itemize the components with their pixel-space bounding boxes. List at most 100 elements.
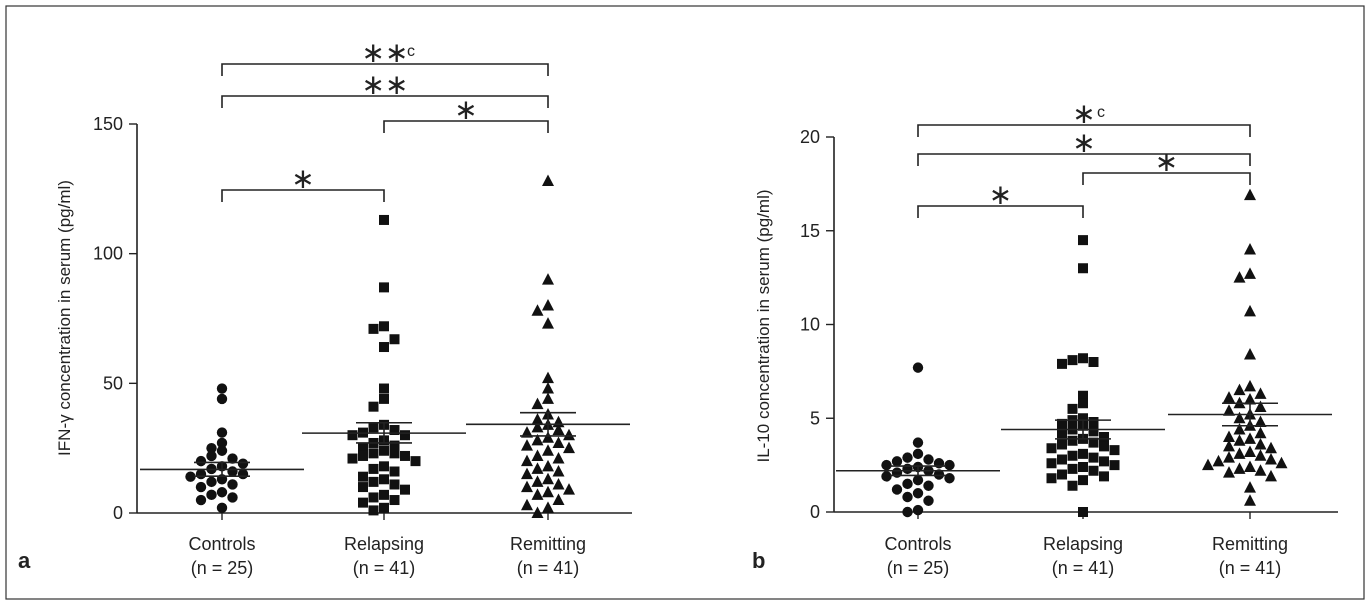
panel-a-cat-2-label: Relapsing xyxy=(344,534,424,554)
figure-border xyxy=(5,5,1365,600)
data-point-square xyxy=(358,450,368,461)
data-point-triangle xyxy=(521,467,533,480)
y-tick-label: 150 xyxy=(93,114,123,134)
data-point-triangle xyxy=(1223,466,1235,478)
data-point-circle xyxy=(237,468,249,480)
data-point-triangle xyxy=(1244,481,1256,493)
data-point-square xyxy=(400,484,410,495)
data-point-square xyxy=(358,443,368,454)
data-point-square xyxy=(1078,398,1088,409)
data-point-square xyxy=(389,440,400,451)
data-point-square xyxy=(368,422,379,433)
data-point-triangle xyxy=(521,439,533,451)
data-point-circle xyxy=(881,471,892,482)
data-point-square xyxy=(1109,460,1120,471)
data-point-triangle xyxy=(1275,456,1288,469)
panel-b-letter: b xyxy=(752,548,765,573)
data-point-triangle xyxy=(1244,304,1256,317)
data-point-circle xyxy=(206,442,217,454)
significance-bracket xyxy=(1082,172,1251,185)
y-tick-label: 10 xyxy=(800,315,820,335)
data-point-triangle xyxy=(1244,267,1256,279)
data-point-triangle xyxy=(1244,494,1256,506)
data-point-triangle xyxy=(542,485,554,498)
data-point-triangle xyxy=(531,488,544,500)
significance-bracket xyxy=(221,63,549,76)
significance-superscript: c xyxy=(1097,104,1105,121)
data-point-triangle xyxy=(1244,348,1256,360)
data-point-circle xyxy=(891,484,903,495)
data-point-circle xyxy=(216,445,228,456)
panel-a-cat-1-label: Controls xyxy=(188,534,255,554)
data-point-triangle xyxy=(1265,441,1277,454)
data-point-triangle xyxy=(542,174,554,187)
data-point-circle xyxy=(227,453,238,464)
data-point-triangle xyxy=(563,441,575,454)
data-point-circle xyxy=(902,478,913,490)
data-point-circle xyxy=(891,456,903,467)
significance-stars: ∗ xyxy=(1072,97,1095,130)
data-point-square xyxy=(410,456,421,467)
data-point-circle xyxy=(902,491,913,503)
data-point-square xyxy=(1067,450,1078,461)
data-point-square xyxy=(1057,428,1067,439)
data-point-square xyxy=(1078,507,1088,517)
data-point-triangle xyxy=(531,506,544,518)
significance-bracket xyxy=(221,189,385,202)
significance-stars: ∗ xyxy=(291,162,314,195)
data-point-triangle xyxy=(542,273,554,285)
data-point-triangle xyxy=(521,480,533,493)
data-point-square xyxy=(368,401,379,412)
data-point-triangle xyxy=(531,304,544,316)
data-point-triangle xyxy=(1233,434,1246,446)
data-point-triangle xyxy=(542,472,554,485)
data-point-triangle xyxy=(531,413,544,425)
data-point-square xyxy=(358,482,368,493)
data-point-triangle xyxy=(531,433,544,446)
data-point-triangle xyxy=(1223,404,1235,416)
data-point-triangle xyxy=(542,431,554,443)
data-point-square xyxy=(379,321,389,332)
y-tick-label: 0 xyxy=(810,502,820,522)
significance-bracket xyxy=(917,205,1084,218)
data-point-triangle xyxy=(542,444,554,456)
data-point-triangle xyxy=(1254,387,1267,399)
data-point-triangle xyxy=(542,299,554,311)
data-point-circle xyxy=(227,466,238,477)
data-point-circle xyxy=(944,473,955,484)
data-point-circle xyxy=(891,467,903,478)
data-point-triangle xyxy=(1244,243,1256,255)
panel-b-cat-3-label: Remitting xyxy=(1212,534,1288,554)
data-point-triangle xyxy=(1223,451,1235,463)
data-point-square xyxy=(1046,473,1057,484)
data-point-circle xyxy=(195,455,207,467)
data-point-circle xyxy=(912,474,924,486)
panel-a-cat-3-n: (n = 41) xyxy=(517,558,580,578)
data-point-triangle xyxy=(552,465,565,477)
panel-b-significance-brackets: ∗∗∗∗ c xyxy=(917,97,1251,218)
data-point-square xyxy=(1057,454,1067,465)
panel-a-mean-sem xyxy=(140,411,630,477)
data-point-square xyxy=(1057,439,1067,450)
data-point-square xyxy=(358,471,368,482)
significance-stars: ∗∗ xyxy=(362,36,409,69)
data-point-circle xyxy=(195,494,207,506)
significance-stars: ∗ xyxy=(454,93,477,126)
panel-b-category-labels: Controls (n = 25) Relapsing (n = 41) Rem… xyxy=(884,534,1288,578)
data-point-circle xyxy=(944,459,955,471)
panel-a-cat-3-label: Remitting xyxy=(510,534,586,554)
data-point-circle xyxy=(185,471,196,482)
data-point-triangle xyxy=(531,449,544,461)
data-point-square xyxy=(1067,355,1078,366)
data-point-triangle xyxy=(1233,462,1246,474)
data-point-triangle xyxy=(1254,449,1267,461)
y-tick-label: 100 xyxy=(93,244,123,264)
data-point-circle xyxy=(912,362,924,373)
data-point-square xyxy=(368,492,379,503)
data-point-square xyxy=(368,463,379,474)
data-point-triangle xyxy=(521,426,533,438)
panel-a-axes: 0 50 100 150 xyxy=(93,114,632,523)
data-point-square xyxy=(1099,471,1109,482)
